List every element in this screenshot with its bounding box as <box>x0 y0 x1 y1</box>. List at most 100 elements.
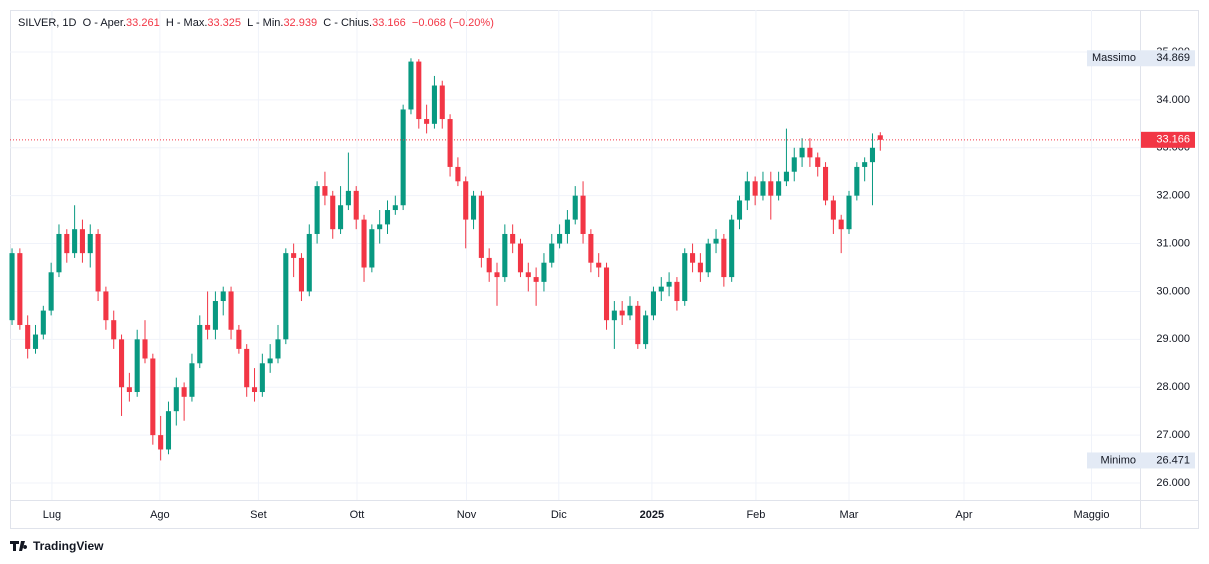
candle-body <box>650 291 656 316</box>
candle-body <box>744 181 750 201</box>
grid: 26.000 27.000 28.000 29.000 30.000 31.000 32.0… <box>10 10 1190 521</box>
x-tick-label: Apr <box>955 509 972 521</box>
candle-body <box>95 233 101 292</box>
candle-body <box>838 219 844 230</box>
legend-header: SILVER, 1D O - Aper.33.261 H - Max.33.32… <box>18 17 494 29</box>
candle-body <box>471 195 477 220</box>
candle-body <box>134 339 140 393</box>
candle-body <box>244 348 250 388</box>
candle-body <box>729 219 735 278</box>
y-tick-label: 34.000 <box>1156 94 1190 106</box>
candle-body <box>424 119 430 124</box>
candle-body <box>705 243 711 273</box>
candle-body <box>603 267 610 321</box>
candle-body <box>643 315 649 345</box>
candle-body <box>721 238 727 278</box>
candle-body <box>862 162 868 167</box>
candle-body <box>25 324 31 349</box>
candle-body <box>150 358 156 436</box>
last-price-bg <box>1141 131 1195 148</box>
candle-body <box>463 181 469 220</box>
candle-body <box>697 262 703 273</box>
candle-body <box>830 200 836 220</box>
candle-body <box>877 135 883 140</box>
logo <box>10 541 28 551</box>
candle-body <box>345 190 351 206</box>
candle-body <box>384 210 391 225</box>
price-badge-label: Massimo <box>1092 52 1136 64</box>
candle-body <box>799 147 805 158</box>
candle-body <box>338 205 344 230</box>
candle-body <box>768 181 774 196</box>
candle-body <box>510 233 516 244</box>
candle-body <box>48 272 54 311</box>
close-label: C - Chius. <box>323 17 373 29</box>
x-tick-label: Set <box>250 509 267 521</box>
candle-body <box>690 253 696 263</box>
candle-body <box>517 243 524 273</box>
candle-body <box>158 435 164 450</box>
change: −0.068 (−0.20%) <box>411 17 494 29</box>
candle-body <box>869 147 876 163</box>
candle-body <box>588 233 594 263</box>
candle-body <box>815 157 821 167</box>
candle-body <box>79 229 85 254</box>
candle-body <box>783 171 789 182</box>
candle-body <box>823 166 829 201</box>
low-value: 32.939 <box>283 17 318 29</box>
candle-body <box>549 243 555 263</box>
price-badge-value: 34.869 <box>1156 52 1190 64</box>
candle-body <box>807 147 813 158</box>
candle-body <box>212 301 218 330</box>
candle-body <box>635 305 641 345</box>
candle-body <box>197 324 203 364</box>
candle-body <box>533 277 539 282</box>
candle-body <box>502 233 508 278</box>
y-tick-label: 26.000 <box>1156 477 1190 489</box>
candle-body <box>596 262 602 268</box>
candle-body <box>666 281 672 287</box>
candle-body <box>103 291 109 321</box>
candle-body <box>846 195 852 230</box>
x-tick-label: Ott <box>350 509 365 521</box>
x-tick-label: Nov <box>457 509 477 521</box>
candle-body <box>87 233 93 254</box>
candle-body <box>494 272 500 278</box>
candle-body <box>392 205 398 211</box>
price-badge-bg <box>1087 50 1195 67</box>
candle-body <box>32 334 39 349</box>
candle-body <box>791 157 797 172</box>
candle-body <box>682 253 688 302</box>
candle-body <box>760 181 766 196</box>
candle-body <box>283 253 289 340</box>
y-tick-label: 28.000 <box>1156 381 1190 393</box>
candle-body <box>713 238 719 244</box>
overlays: Massimo 34.869 Minimo 26.471 33.166 <box>10 50 1195 469</box>
price-badge-bg <box>1087 452 1195 469</box>
candle-body <box>369 229 375 268</box>
x-tick-label: Dic <box>551 509 567 521</box>
candle-body <box>228 291 234 330</box>
x-tick-label: Mar <box>840 509 859 521</box>
candle-body <box>776 181 782 196</box>
candles <box>9 58 883 461</box>
candle-body <box>165 411 172 450</box>
last-price-value: 33.166 <box>1156 134 1190 146</box>
candle-body <box>173 387 179 412</box>
candle-body <box>56 233 62 273</box>
candle-body <box>353 190 359 220</box>
open-label: O - Aper. <box>82 17 127 29</box>
candle-body <box>330 195 336 230</box>
candle-body <box>361 219 367 268</box>
candle-body <box>557 233 563 244</box>
candle-body <box>126 387 132 393</box>
candle-body <box>752 181 758 196</box>
candle-body <box>455 166 461 182</box>
candle-body <box>275 339 281 359</box>
y-tick-label: 32.000 <box>1156 190 1190 202</box>
x-tick-label: 2025 <box>640 509 664 521</box>
candle-body <box>377 224 383 230</box>
candle-body <box>306 233 312 292</box>
candle-body <box>236 329 242 349</box>
candle-body <box>9 253 15 321</box>
